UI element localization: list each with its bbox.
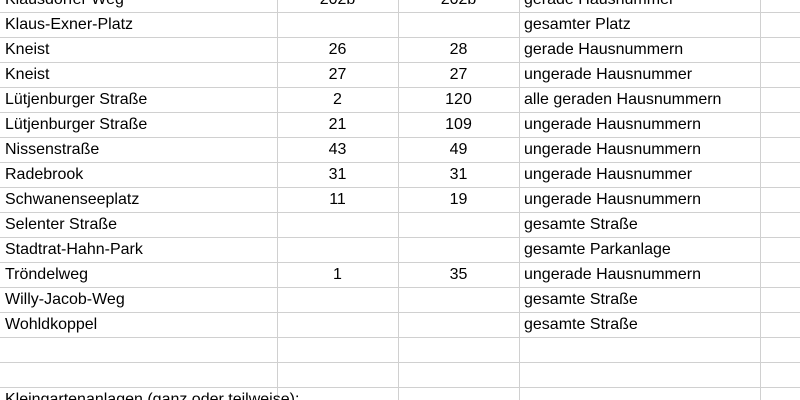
- row-border: [0, 187, 800, 188]
- row-border: [0, 112, 800, 113]
- cell: Schwanenseeplatz: [5, 191, 140, 208]
- cell: Klaus-Exner-Platz: [5, 16, 134, 33]
- cell: ungerade Hausnummer: [524, 166, 693, 183]
- cell: gerade Hausnummern: [524, 41, 684, 58]
- cell: 43: [328, 141, 347, 158]
- row-border: [0, 62, 800, 63]
- cell: 27: [328, 66, 347, 83]
- row-border: [0, 262, 800, 263]
- cell: 19: [449, 191, 468, 208]
- cell: gesamte Straße: [524, 291, 638, 308]
- cell: gerade Hausnummer: [524, 0, 760, 12]
- row-border: [0, 312, 800, 313]
- row-border: [0, 12, 800, 13]
- row-border: [0, 362, 800, 363]
- cell: Stadtrat-Hahn-Park: [5, 241, 143, 258]
- cell: ungerade Hausnummern: [524, 266, 701, 283]
- cell: ungerade Hausnummern: [524, 116, 701, 133]
- cell: 35: [449, 266, 468, 283]
- row-border: [0, 87, 800, 88]
- cell: Willy-Jacob-Weg: [5, 291, 125, 308]
- cell: Selenter Straße: [5, 216, 118, 233]
- cell: gesamte Parkanlage: [524, 241, 671, 258]
- cell: 28: [449, 41, 468, 58]
- cell: Kneist: [5, 66, 50, 83]
- column-border: [277, 0, 278, 400]
- cell: Tröndelweg: [5, 266, 89, 283]
- cell: 202b: [398, 0, 519, 12]
- row-border: [0, 237, 800, 238]
- column-border: [519, 0, 520, 400]
- row-border: [0, 212, 800, 213]
- cell: 109: [445, 116, 472, 133]
- cell: 49: [449, 141, 468, 158]
- cell: Lütjenburger Straße: [5, 91, 148, 108]
- cell: alle geraden Hausnummern: [524, 91, 722, 108]
- cell: Radebrook: [5, 166, 84, 183]
- cell: ungerade Hausnummern: [524, 141, 701, 158]
- cell: 31: [449, 166, 468, 183]
- cell: Klausdorfer Weg: [5, 0, 277, 12]
- cell: gesamte Straße: [524, 216, 638, 233]
- row-border: [0, 37, 800, 38]
- row-border: [0, 387, 800, 388]
- cell: 1: [333, 266, 342, 283]
- cell: 21: [328, 116, 347, 133]
- cell: Wohldkoppel: [5, 316, 98, 333]
- cell: 120: [445, 91, 472, 108]
- cell: gesamte Straße: [524, 316, 638, 333]
- cell: 31: [328, 166, 347, 183]
- row-border: [0, 162, 800, 163]
- cell: ungerade Hausnummern: [524, 191, 701, 208]
- cell: Nissenstraße: [5, 141, 100, 158]
- row-border: [0, 287, 800, 288]
- cell: Kneist: [5, 41, 50, 58]
- cell: Kleingartenanlagen (ganz oder teilweise)…: [5, 391, 300, 400]
- cell: 2: [333, 91, 342, 108]
- cell: 11: [329, 191, 346, 208]
- cell: ungerade Hausnummer: [524, 66, 693, 83]
- cell: 26: [328, 41, 347, 58]
- cell: 27: [449, 66, 468, 83]
- row-border: [0, 137, 800, 138]
- column-border: [760, 0, 761, 400]
- cell: 202b: [277, 0, 398, 12]
- cell: Lütjenburger Straße: [5, 116, 148, 133]
- row-border: [0, 337, 800, 338]
- cell: gesamter Platz: [524, 16, 631, 33]
- column-border: [398, 0, 399, 400]
